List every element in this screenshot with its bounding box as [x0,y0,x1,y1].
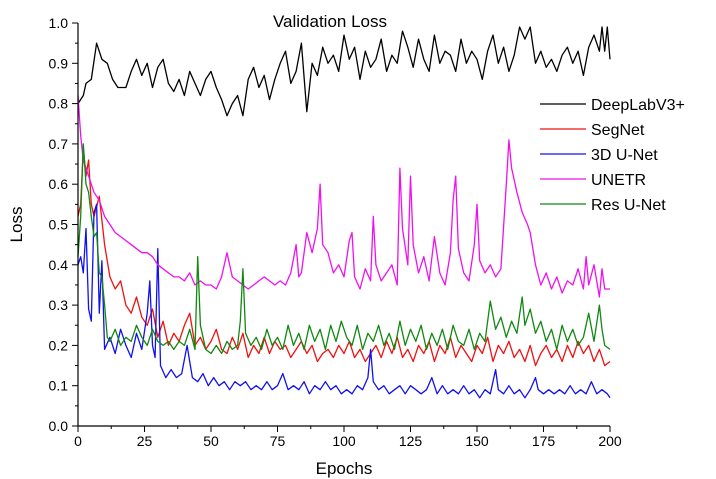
y-tick-label: 0.2 [49,337,69,353]
legend-label: 3D U-Net [591,147,658,164]
series-line-3d-u-net [77,203,611,399]
series-line-deeplabv3 [77,26,611,117]
y-axis-title: Loss [7,207,26,243]
x-tick-label: 200 [598,433,622,449]
y-tick-label: 0.6 [49,176,69,192]
series-line-unetr [77,95,610,298]
y-tick-label: 0.9 [49,55,69,71]
axes-layer [77,23,610,427]
x-tick-label: 75 [270,433,286,449]
x-tick-label: 125 [399,433,423,449]
series-line-res-u-net [77,143,611,355]
plot-area-frame [77,23,610,427]
y-tick-label: 0.4 [49,257,69,273]
x-tick-label: 25 [137,433,153,449]
legend-label: SegNet [591,122,645,139]
chart-title: Validation Loss [273,12,387,31]
ticks-layer: 0 25 50 75 100 125 150 175 200 0.0 0.1 0.2 0.3 0.4 0.5… [49,15,622,449]
legend-label: DeepLabV3+ [591,97,685,114]
y-tick-label: 0.5 [49,217,69,233]
series-layer [77,26,611,399]
y-tick-label: 0.8 [49,96,69,112]
x-tick-label: 50 [203,433,219,449]
y-tick-label: 1.0 [49,15,69,31]
series-line-segnet [77,147,611,367]
y-tick-label: 0.3 [49,297,69,313]
legend: DeepLabV3+ SegNet 3D U-Net UNETR Res U-Net [540,97,685,214]
legend-label: Res U-Net [591,197,666,214]
x-tick-label: 0 [74,433,82,449]
x-axis-title: Epochs [316,459,373,478]
legend-label: UNETR [591,172,646,189]
x-tick-label: 175 [532,433,556,449]
x-tick-label: 100 [332,433,356,449]
y-tick-label: 0.7 [49,136,69,152]
y-tick-label: 0.0 [49,418,69,434]
y-tick-label: 0.1 [49,378,69,394]
x-tick-label: 150 [465,433,489,449]
